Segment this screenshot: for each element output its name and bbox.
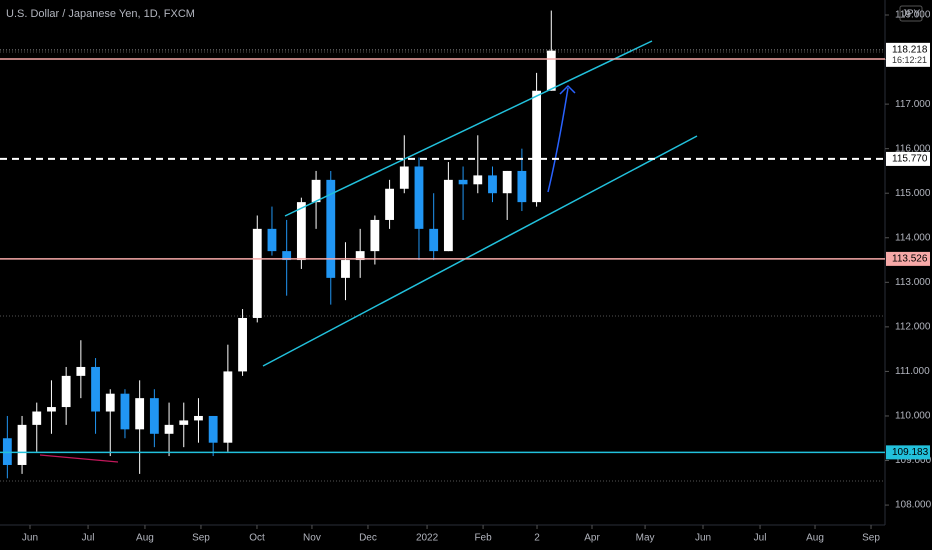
level-label-box (886, 445, 930, 460)
candle-body (223, 371, 233, 443)
candle-body (385, 188, 394, 220)
candle-body (443, 179, 453, 252)
candle-body (282, 251, 292, 261)
candle-body (164, 424, 174, 434)
y-tick-label: 115.000 (895, 188, 931, 199)
x-tick-label: Jul (82, 533, 95, 544)
level-label: 113.526 (892, 254, 928, 265)
candle-body (61, 375, 71, 408)
candle-body (32, 411, 42, 425)
x-tick-label: Sep (192, 533, 210, 544)
candle-body (546, 50, 556, 91)
level-label: 115.770 (892, 154, 928, 165)
x-tick-label: Apr (584, 533, 600, 544)
x-tick-label: Sep (862, 533, 880, 544)
candle-body (76, 366, 86, 376)
y-tick-label: 112.000 (895, 322, 931, 333)
x-tick-label: Oct (249, 533, 265, 544)
candle-body (326, 179, 336, 278)
trend-line (39, 454, 119, 463)
level-label-box (886, 251, 930, 266)
candle-body (238, 317, 247, 372)
candle-body (399, 166, 409, 189)
candle-body (149, 398, 159, 434)
x-tick-label: 2 (534, 533, 540, 544)
candle-body (502, 170, 512, 194)
candle-body (135, 398, 145, 430)
x-tick-label: Aug (136, 533, 154, 544)
x-tick-label: Aug (806, 533, 824, 544)
candle-body (208, 415, 218, 443)
candle-body (179, 420, 189, 425)
y-tick-label: 110.000 (895, 411, 931, 422)
candle-body (517, 170, 527, 203)
candle-body (252, 228, 262, 318)
channel-lower (262, 135, 698, 367)
candle-body (458, 179, 468, 185)
y-tick-label: 117.000 (895, 99, 931, 110)
arrow-head (559, 84, 576, 95)
level-label: 109.183 (892, 447, 929, 458)
x-tick-label: Jun (22, 533, 38, 544)
chart-title: U.S. Dollar / Japanese Yen, 1D, FXCM (6, 8, 195, 20)
drawings (39, 40, 698, 463)
dotted-lines (0, 51, 885, 482)
y-tick-label: 113.000 (895, 277, 931, 288)
x-tick-label: Jun (695, 533, 711, 544)
candle-body (488, 175, 497, 194)
y-tick-label: 111.000 (895, 366, 930, 377)
level-label-box (886, 151, 930, 166)
x-tick-label: Dec (359, 533, 377, 544)
x-tick-label: Nov (303, 533, 321, 544)
candle-body (267, 228, 277, 252)
y-tick-label: 108.000 (895, 500, 932, 511)
y-tick-label: 119.000 (895, 10, 931, 21)
candle-body (414, 166, 424, 229)
arrow (547, 87, 569, 193)
channel-upper (284, 40, 653, 217)
plot-area (2, 10, 556, 479)
countdown: 16:12:21 (892, 55, 927, 65)
y-tick-label: 109.000 (895, 455, 932, 466)
candle-body (532, 90, 541, 203)
x-tick-label: Jul (754, 533, 767, 544)
candle-body (370, 219, 380, 252)
candle-body (355, 251, 365, 261)
candle-body (194, 415, 203, 421)
y-tick-label: 116.000 (895, 143, 931, 154)
candle-body (429, 228, 439, 252)
candle-body (473, 175, 483, 185)
last-price-label: 118.218 (892, 44, 928, 55)
candle-body (120, 393, 130, 430)
candle-body (17, 424, 27, 465)
currency-box (899, 5, 923, 22)
last-price-box (886, 42, 930, 67)
x-tick-label: Feb (474, 533, 492, 544)
candle-body (311, 179, 321, 203)
candle-body (2, 438, 12, 465)
x-tick-label: May (636, 533, 655, 544)
y-tick-label: 114.000 (895, 232, 931, 243)
x-tick-label: 2022 (416, 533, 439, 544)
currency: JPY (902, 9, 921, 20)
candle-body (105, 393, 115, 412)
candle-body (296, 202, 306, 261)
candle-body (341, 260, 350, 278)
candle-body (91, 366, 100, 412)
candle-body (47, 407, 56, 412)
